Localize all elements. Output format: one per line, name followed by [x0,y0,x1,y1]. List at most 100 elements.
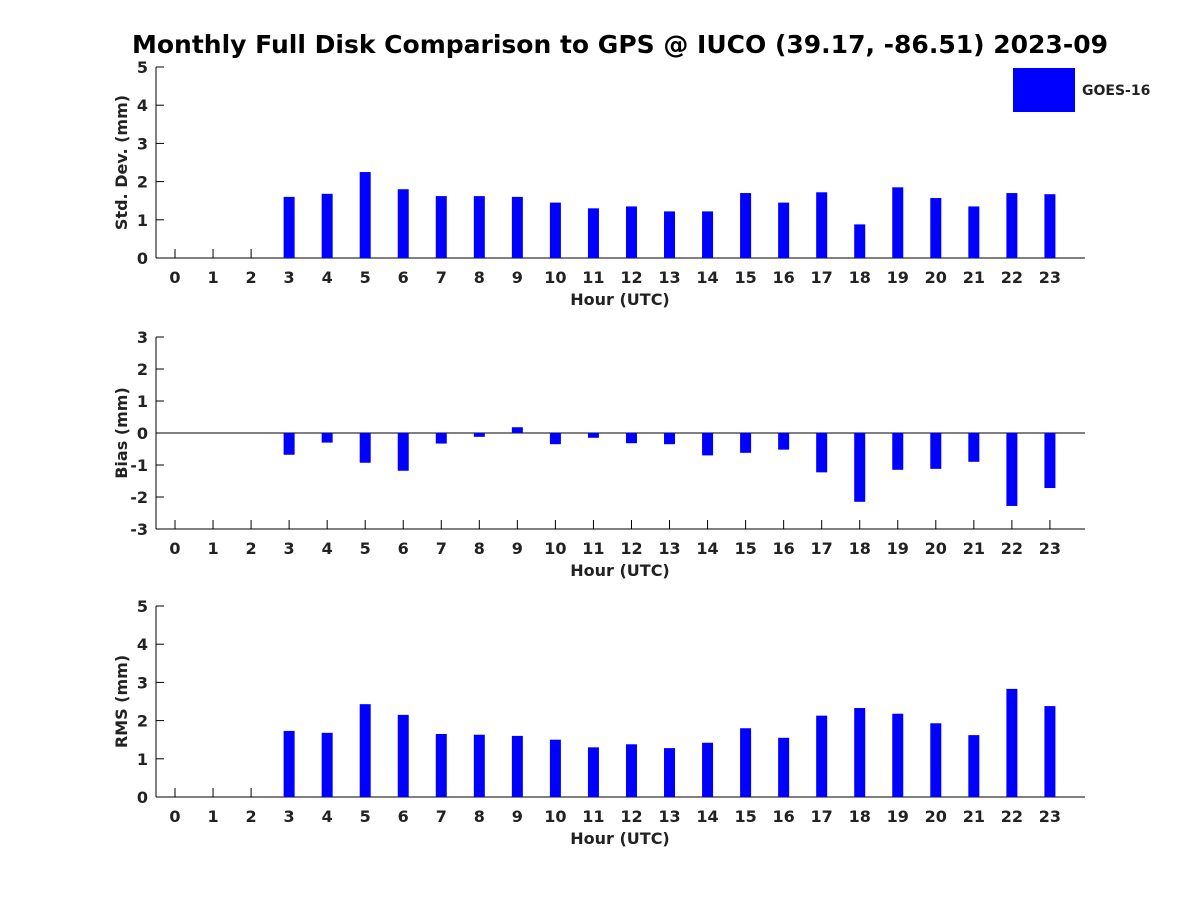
bar [587,747,599,797]
y-tick-label: -1 [130,456,148,475]
x-tick-label: 7 [436,539,447,558]
x-tick-label: 1 [207,807,218,826]
x-tick-label: 2 [246,807,257,826]
bar [968,206,980,258]
y-tick-label: 2 [137,712,148,731]
x-tick-label: 4 [322,539,333,558]
y-tick-label: 2 [137,173,148,192]
x-tick-label: 16 [773,539,795,558]
legend: GOES-16 [1013,68,1150,112]
bar [473,734,485,797]
bar [816,192,828,258]
bar [664,748,676,797]
y-tick-label: 0 [137,249,148,268]
x-tick-label: 11 [582,268,604,287]
bar [1006,688,1018,797]
x-tick-label: 18 [849,268,871,287]
x-tick-label: 2 [246,539,257,558]
bar [854,224,866,258]
bar [359,433,371,463]
x-tick-label: 12 [620,268,642,287]
y-tick-label: 3 [137,673,148,692]
x-tick-label: 8 [474,268,485,287]
x-tick-label: 14 [696,539,718,558]
x-tick-label: 22 [1001,807,1023,826]
x-tick-label: 20 [925,807,947,826]
x-tick-label: 19 [887,539,909,558]
bar [968,433,980,462]
bar [587,433,599,438]
y-tick-label: 4 [137,635,148,654]
bar [1044,433,1056,489]
x-tick-label: 14 [696,807,718,826]
x-tick-label: 18 [849,807,871,826]
bar [397,433,409,471]
bar [930,433,942,469]
y-tick-label: 4 [137,96,148,115]
x-tick-label: 5 [360,539,371,558]
x-tick-label: 6 [398,807,409,826]
x-axis-label: Hour (UTC) [570,829,670,848]
x-tick-label: 4 [322,807,333,826]
x-tick-label: 11 [582,807,604,826]
bar [892,187,904,258]
bar [435,196,447,258]
y-tick-label: 1 [137,211,148,230]
y-tick-label: 3 [137,328,148,347]
x-tick-label: 17 [811,807,833,826]
bar [816,433,828,473]
chart-title: Monthly Full Disk Comparison to GPS @ IU… [132,30,1108,59]
x-axis-label: Hour (UTC) [570,290,670,309]
x-tick-label: 15 [734,807,756,826]
bar [435,433,447,444]
bar [854,433,866,502]
x-tick-label: 17 [811,268,833,287]
x-tick-label: 16 [773,807,795,826]
bar [397,189,409,258]
y-axis-label: Bias (mm) [112,387,131,479]
bar [587,208,599,258]
x-tick-label: 19 [887,268,909,287]
y-tick-label: -2 [130,488,148,507]
x-tick-label: 0 [169,539,180,558]
bar [549,433,561,445]
bar [968,735,980,797]
y-tick-label: 0 [137,788,148,807]
legend-swatch [1013,68,1075,112]
x-tick-label: 5 [360,268,371,287]
x-tick-label: 12 [620,539,642,558]
bar [549,202,561,258]
x-tick-label: 21 [963,268,985,287]
x-tick-label: 0 [169,807,180,826]
x-tick-label: 10 [544,268,566,287]
bar [854,707,866,797]
bar [397,714,409,797]
bar [892,433,904,470]
bar [511,427,523,433]
x-tick-label: 22 [1001,539,1023,558]
bar [321,193,333,258]
x-axis-label: Hour (UTC) [570,561,670,580]
x-tick-label: 9 [512,268,523,287]
bar [740,728,752,797]
bar [473,433,485,437]
bar [625,206,637,258]
x-tick-label: 8 [474,539,485,558]
bar [359,172,371,258]
bar [702,742,714,797]
bar [625,744,637,797]
x-tick-label: 21 [963,539,985,558]
bar [1044,194,1056,258]
bar [511,196,523,258]
x-tick-label: 14 [696,268,718,287]
bar [435,733,447,797]
bar [816,715,828,797]
x-tick-label: 6 [398,268,409,287]
y-tick-label: 1 [137,392,148,411]
x-tick-label: 20 [925,268,947,287]
x-tick-label: 18 [849,539,871,558]
